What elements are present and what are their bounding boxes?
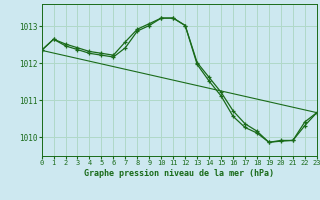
X-axis label: Graphe pression niveau de la mer (hPa): Graphe pression niveau de la mer (hPa)	[84, 169, 274, 178]
